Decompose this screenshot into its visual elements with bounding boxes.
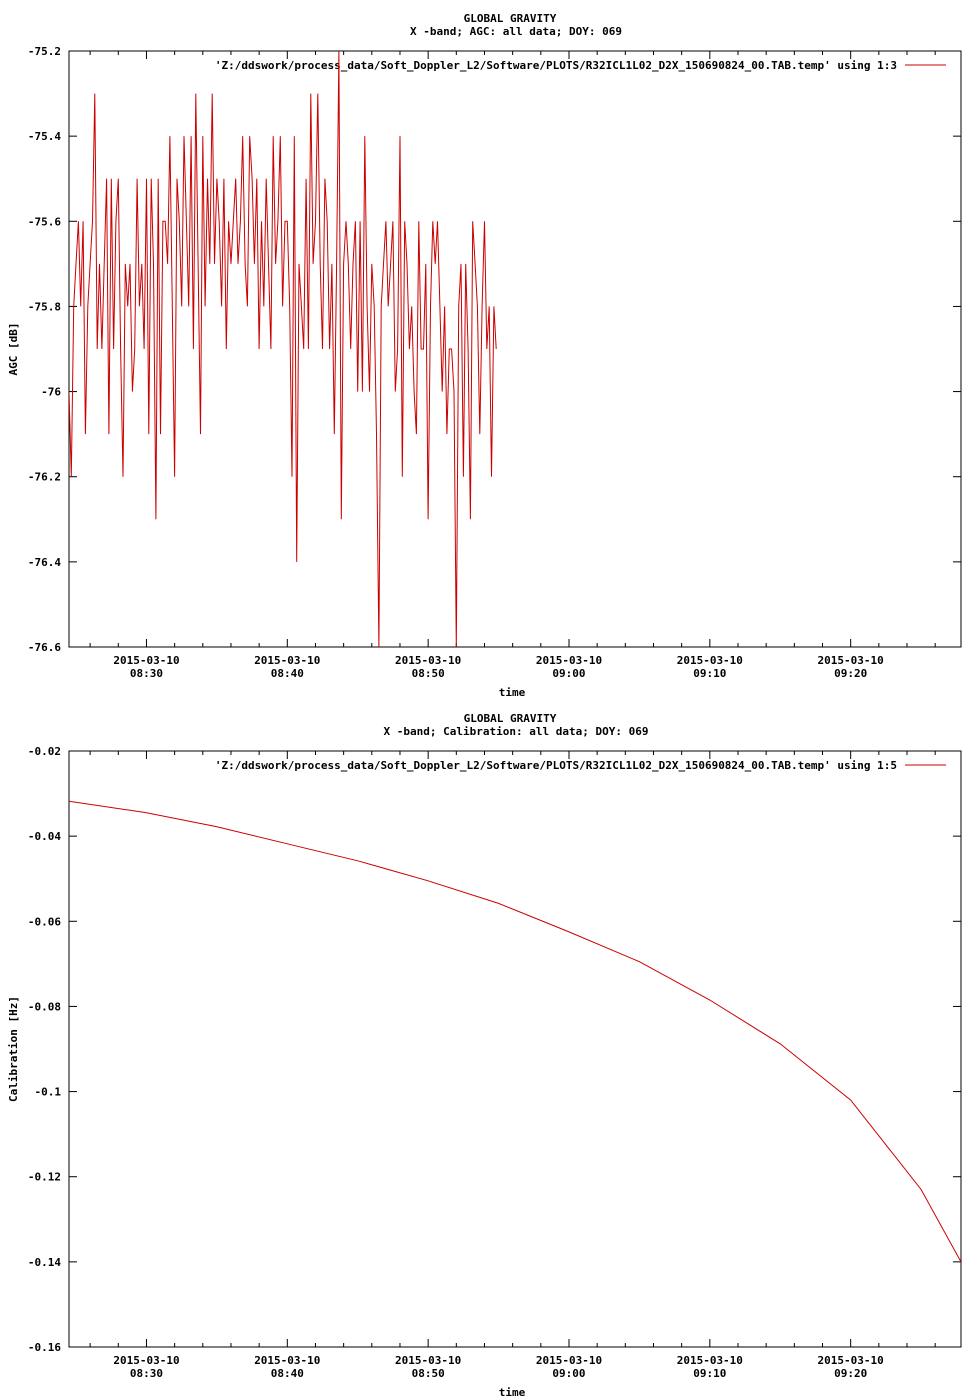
x-tick-label-time: 09:20 (834, 1367, 867, 1380)
y-tick-label: -0.02 (28, 745, 61, 758)
y-axis-label: Calibration [Hz] (7, 996, 20, 1102)
y-tick-label: -0.06 (28, 915, 61, 928)
y-axis-label: AGC [dB] (7, 323, 20, 376)
x-tick-label-time: 09:10 (693, 1367, 726, 1380)
x-tick-label-time: 09:10 (693, 667, 726, 680)
y-tick-label: -76.6 (28, 641, 61, 654)
x-tick-label-date: 2015-03-10 (818, 654, 884, 667)
series-line (69, 800, 961, 1263)
y-tick-label: -76.2 (28, 471, 61, 484)
y-tick-label: -0.12 (28, 1171, 61, 1184)
x-tick-label-date: 2015-03-10 (113, 654, 179, 667)
chart-subtitle: X -band; AGC: all data; DOY: 069 (410, 25, 622, 38)
y-tick-label: -0.14 (28, 1256, 61, 1269)
x-tick-label-date: 2015-03-10 (677, 654, 743, 667)
y-tick-label: -75.2 (28, 45, 61, 58)
x-axis-label: time (499, 686, 526, 699)
legend-label: 'Z:/ddswork/process_data/Soft_Doppler_L2… (215, 759, 897, 772)
x-tick-label-date: 2015-03-10 (536, 1354, 602, 1367)
x-tick-label-date: 2015-03-10 (395, 1354, 461, 1367)
x-tick-label-date: 2015-03-10 (113, 1354, 179, 1367)
y-tick-label: -76.4 (28, 556, 61, 569)
x-tick-label-date: 2015-03-10 (677, 1354, 743, 1367)
y-tick-label: -76 (41, 386, 61, 399)
plot-frame (68, 50, 962, 648)
chart-title: GLOBAL GRAVITY (464, 12, 557, 25)
chart-subtitle: X -band; Calibration: all data; DOY: 069 (384, 725, 649, 738)
x-tick-label-time: 08:30 (130, 1367, 163, 1380)
x-tick-label-date: 2015-03-10 (254, 1354, 320, 1367)
legend-label: 'Z:/ddswork/process_data/Soft_Doppler_L2… (215, 59, 897, 72)
y-tick-label: -0.08 (28, 1000, 61, 1013)
series-line (69, 51, 497, 647)
x-tick-label-time: 08:50 (412, 1367, 445, 1380)
chart-title: GLOBAL GRAVITY (464, 712, 557, 725)
x-tick-label-date: 2015-03-10 (536, 654, 602, 667)
plot-frame (68, 750, 962, 1348)
x-tick-label-time: 08:30 (130, 667, 163, 680)
y-tick-label: -75.6 (28, 215, 61, 228)
y-tick-label: -0.16 (28, 1341, 61, 1354)
x-tick-label-date: 2015-03-10 (254, 654, 320, 667)
x-axis-label: time (499, 1386, 526, 1399)
x-tick-label-time: 09:00 (552, 667, 585, 680)
x-tick-label-date: 2015-03-10 (395, 654, 461, 667)
y-tick-label: -75.4 (28, 130, 61, 143)
x-tick-label-time: 08:40 (271, 667, 304, 680)
x-tick-label-time: 09:00 (552, 1367, 585, 1380)
y-tick-label: -0.04 (28, 830, 61, 843)
y-tick-label: -0.1 (35, 1086, 62, 1099)
x-tick-label-date: 2015-03-10 (818, 1354, 884, 1367)
x-tick-label-time: 08:40 (271, 1367, 304, 1380)
x-tick-label-time: 08:50 (412, 667, 445, 680)
y-tick-label: -75.8 (28, 300, 61, 313)
x-tick-label-time: 09:20 (834, 667, 867, 680)
